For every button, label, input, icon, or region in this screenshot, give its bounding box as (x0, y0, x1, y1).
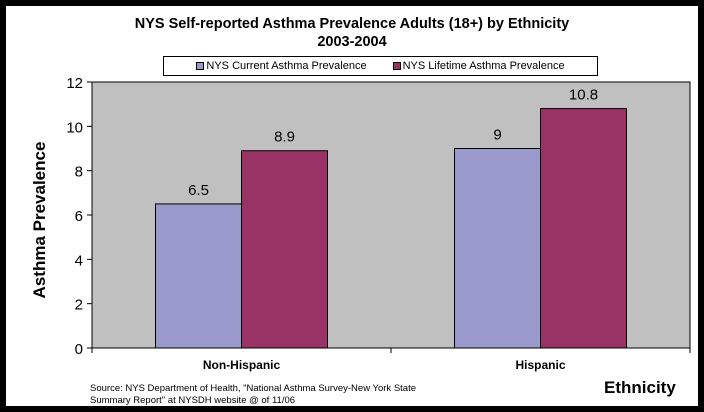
chart-subtitle: 2003-2004 (317, 34, 387, 50)
x-axis-label: Ethnicity (604, 378, 676, 397)
data-label: 8.9 (274, 129, 295, 146)
data-label: 10.8 (569, 87, 598, 104)
y-axis-label: Asthma Prevalence (30, 141, 49, 299)
legend-item-current: NYS Current Asthma Prevalence (196, 60, 367, 72)
legend-label-current: NYS Current Asthma Prevalence (206, 60, 367, 72)
x-tick-label: Non-Hispanic (203, 358, 281, 372)
legend-swatch-lifetime (392, 62, 401, 70)
legend-item-lifetime: NYS Lifetime Asthma Prevalence (392, 60, 565, 72)
y-tick-label: 2 (75, 297, 83, 314)
bar-lifetime (540, 108, 627, 349)
chart-title: NYS Self-reported Asthma Prevalence Adul… (134, 16, 570, 32)
legend-label-lifetime: NYS Lifetime Asthma Prevalence (402, 60, 565, 72)
y-tick-label: 12 (66, 75, 83, 92)
y-tick-label: 8 (75, 164, 83, 181)
bar-lifetime (241, 150, 328, 349)
source-note: Source: NYS Department of Health, "Natio… (90, 383, 416, 406)
y-tick-label: 6 (75, 208, 83, 225)
legend-swatch-current (196, 62, 205, 70)
bar-current (454, 148, 541, 349)
source-line-1: Source: NYS Department of Health, "Natio… (90, 383, 417, 394)
source-line-2: Summary Report" at NYSDH website @ of 11… (90, 394, 296, 406)
legend: NYS Current Asthma Prevalence NYS Lifeti… (163, 56, 598, 76)
bar-current (155, 203, 242, 349)
x-tick-label: Hispanic (515, 358, 565, 372)
data-label: 6.5 (188, 182, 209, 199)
y-tick-label: 4 (75, 252, 83, 269)
y-tick-label: 0 (75, 341, 83, 358)
chart-plot: 0 2 4 6 8 10 12 6.5 8.9 Non-Hispanic 9 10.8 Hispanic (66, 75, 691, 372)
chart-frame: NYS Self-reported Asthma Prevalence Adul… (4, 4, 700, 408)
y-tick-label: 10 (66, 119, 83, 136)
data-label: 9 (493, 127, 501, 144)
